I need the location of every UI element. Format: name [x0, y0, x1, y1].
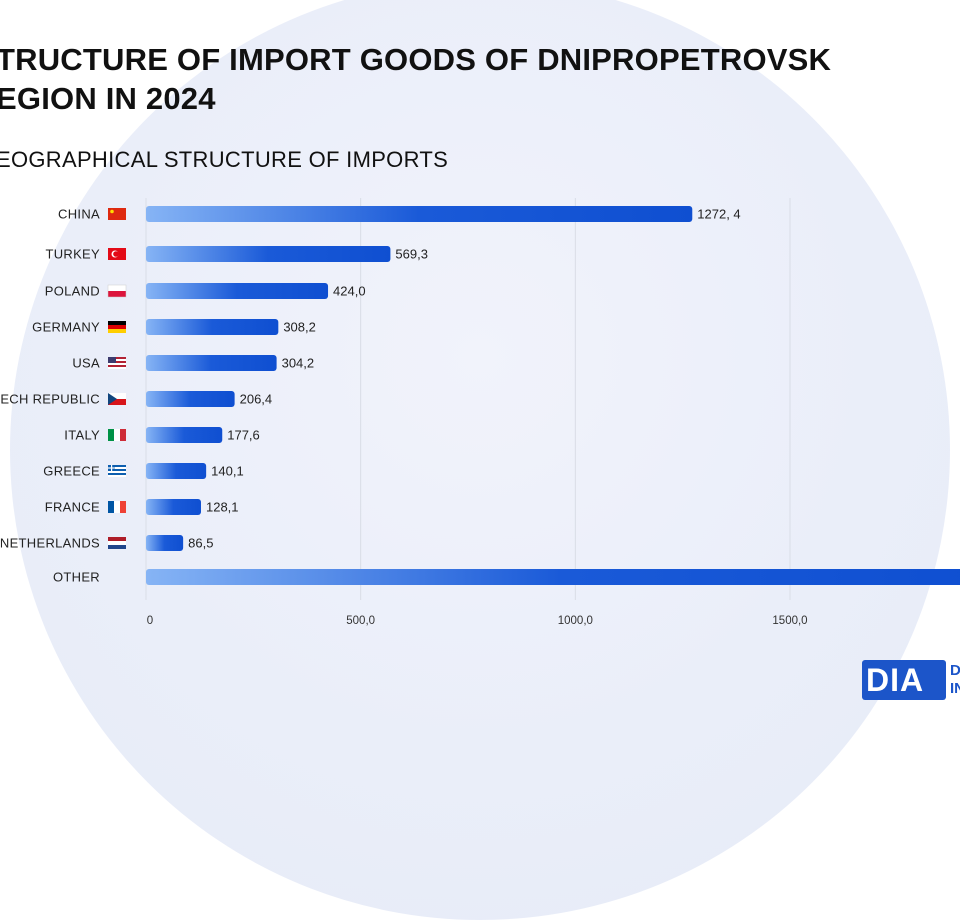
- logo-text: DIA: [866, 662, 925, 698]
- category-label: TURKEY: [45, 247, 100, 262]
- category-label: USA: [72, 356, 100, 371]
- category-label: GREECE: [43, 464, 100, 479]
- value-label: 424,0: [333, 284, 366, 299]
- x-tick-label: 500,0: [346, 615, 375, 627]
- x-tick-label: 0: [147, 615, 153, 627]
- value-label: 177,6: [227, 428, 260, 443]
- dia-logo: DIA D IN: [862, 660, 960, 700]
- bar: [146, 569, 960, 585]
- category-label: OTHER: [53, 570, 100, 585]
- value-label: 569,3: [395, 247, 428, 262]
- value-label: 1272, 4: [697, 207, 740, 222]
- turkey-flag-icon: [108, 248, 126, 260]
- category-label: FRANCE: [45, 500, 100, 515]
- value-label: 128,1: [206, 500, 239, 515]
- bar: [146, 355, 277, 371]
- poland-flag-icon: [107, 284, 127, 298]
- germany-flag-icon: [108, 321, 126, 333]
- bar: [146, 499, 201, 515]
- logo-box: DIA: [862, 660, 946, 700]
- logo-side-text: D IN: [950, 662, 960, 697]
- category-label: GERMANY: [32, 320, 100, 335]
- china-flag-icon: [108, 208, 126, 220]
- bar: [146, 206, 693, 222]
- value-label: 140,1: [211, 464, 244, 479]
- bar: [146, 535, 184, 551]
- chart-subtitle: EOGRAPHICAL STRUCTURE OF IMPORTS: [0, 147, 449, 172]
- value-label: 206,4: [240, 392, 273, 407]
- usa-flag-icon: [108, 357, 126, 369]
- value-label: 308,2: [283, 320, 316, 335]
- bar: [146, 283, 329, 299]
- france-flag-icon: [108, 501, 126, 513]
- category-label: POLAND: [45, 284, 100, 299]
- italy-flag-icon: [108, 429, 126, 441]
- x-tick-label: 1000,0: [558, 615, 593, 627]
- bar: [146, 391, 235, 407]
- x-tick-label: 1500,0: [772, 615, 807, 627]
- value-label: 304,2: [282, 356, 315, 371]
- value-label: 86,5: [188, 536, 213, 551]
- category-label: CHINA: [58, 207, 100, 222]
- bar: [146, 463, 207, 479]
- chart-title: TRUCTURE OF IMPORT GOODS OF DNIPROPETROV…: [0, 42, 832, 116]
- bar: [146, 427, 223, 443]
- netherlands-flag-icon: [108, 537, 126, 549]
- bar: [146, 246, 391, 262]
- bar: [146, 319, 279, 335]
- czech-flag-icon: [108, 393, 126, 405]
- category-label: NETHERLANDS: [0, 536, 100, 551]
- category-label: ITALY: [64, 428, 100, 443]
- greece-flag-icon: [108, 465, 126, 477]
- category-label: ECH REPUBLIC: [0, 392, 100, 407]
